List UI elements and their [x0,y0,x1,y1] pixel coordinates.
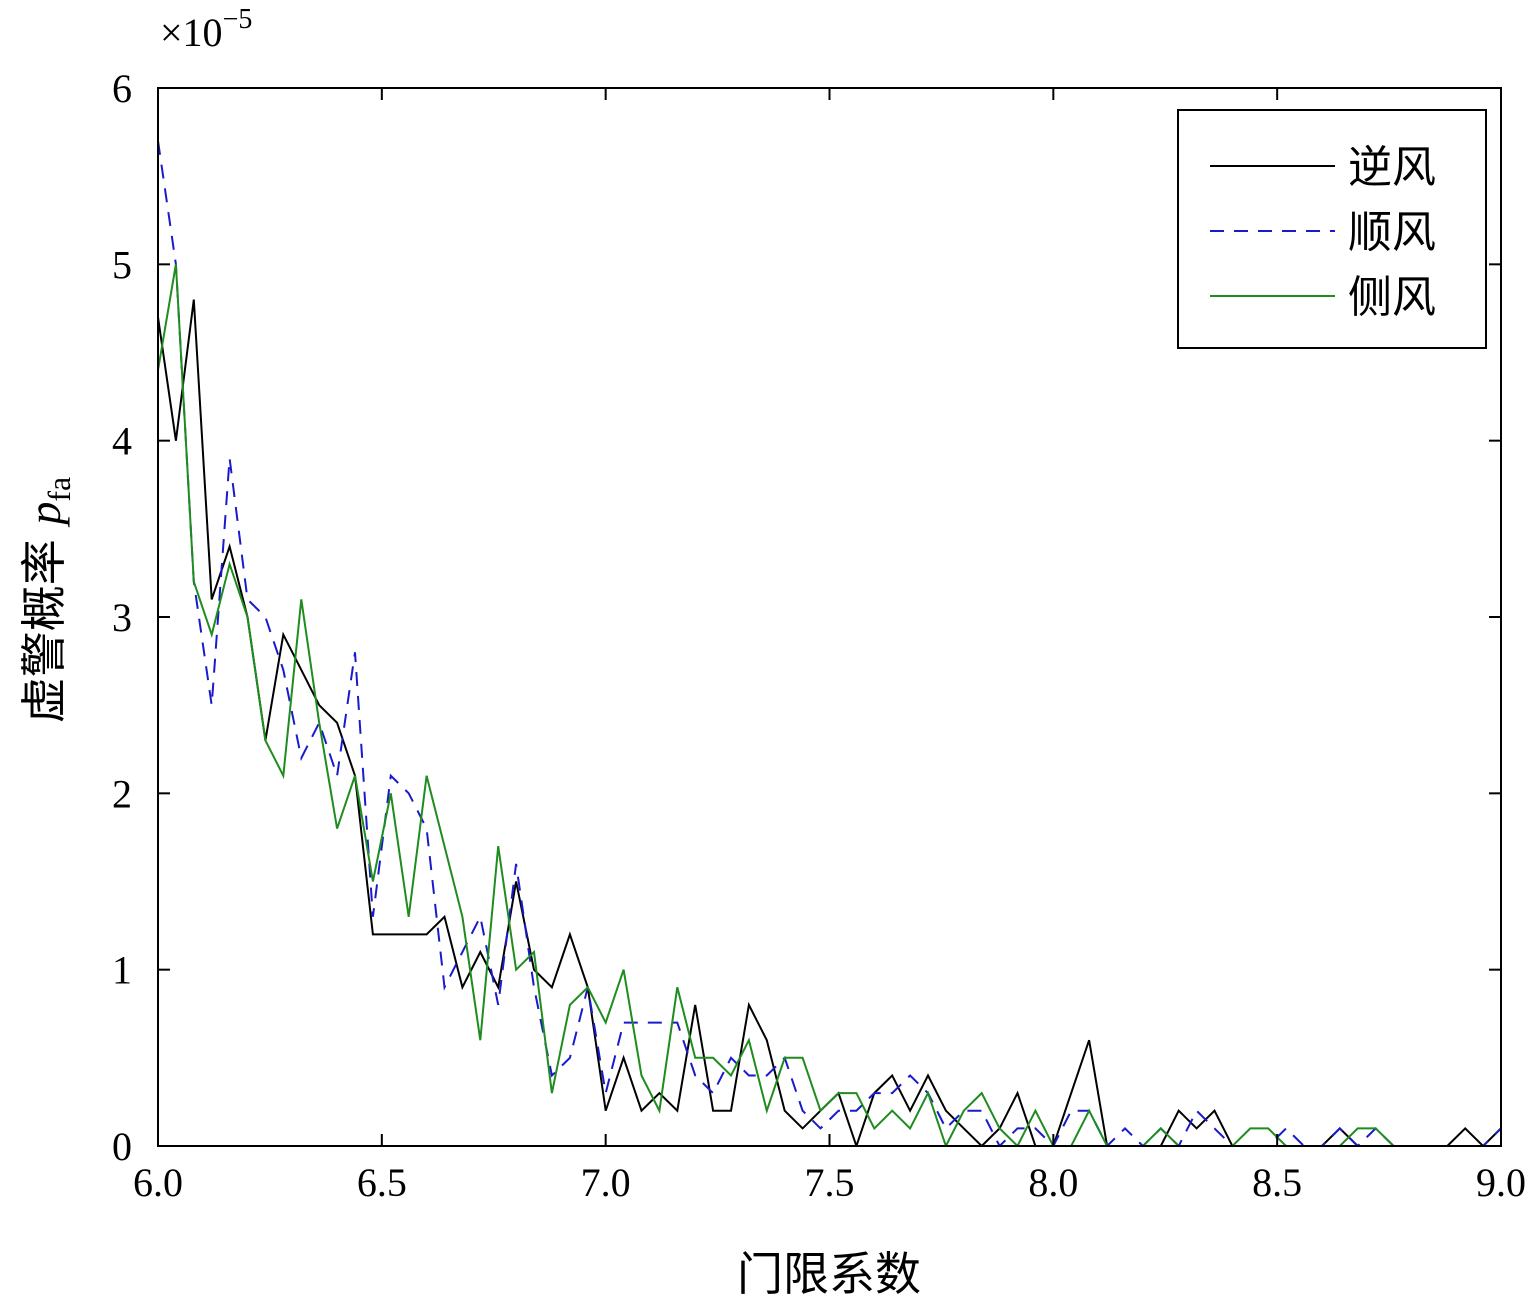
legend-label-1: 顺风 [1348,207,1436,258]
y-axis-title: 虚警概率 pfa [17,477,77,723]
tick-layer: 6.0 6.5 7.0 7.5 8.0 8.5 9.0 0 1 2 3 4 5 6 [112,66,1525,1205]
y-tick-label-5: 5 [112,242,132,287]
x-axis-title: 门限系数 [737,1247,921,1299]
y-tick-label-4: 4 [112,419,132,464]
legend-label-0: 逆风 [1348,142,1436,193]
y-tick-label-1: 1 [112,948,132,993]
y-axis-title-main: 虚警概率 [17,539,71,723]
x-tick-label-3: 7.5 [805,1160,855,1205]
y-axis-title-subscript: fa [41,477,77,502]
legend-label-2: 侧风 [1348,272,1436,323]
x-tick-label-5: 8.5 [1252,1160,1302,1205]
x-tick-label-1: 6.5 [357,1160,407,1205]
y-tick-label-6: 6 [112,66,132,111]
x-tick-label-6: 9.0 [1476,1160,1525,1205]
y-tick-label-3: 3 [112,595,132,640]
y-tick-label-0: 0 [112,1124,132,1169]
x-tick-label-2: 7.0 [581,1160,631,1205]
legend: 逆风 顺风 侧风 [1177,109,1487,349]
y-axis-title-symbol: p [19,502,70,528]
legend-box [1177,109,1487,349]
x-tick-label-4: 8.0 [1028,1160,1078,1205]
y-tick-label-2: 2 [112,771,132,816]
x-tick-label-0: 6.0 [133,1160,183,1205]
y-scale-multiplier: ×10−5 [160,4,252,55]
